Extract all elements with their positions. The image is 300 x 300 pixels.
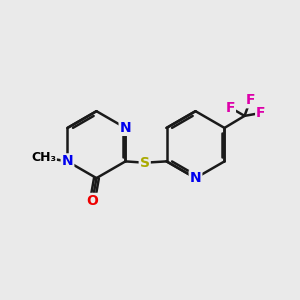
Text: O: O [86,194,98,208]
Text: N: N [190,171,201,185]
Text: F: F [225,100,235,115]
Text: F: F [245,93,255,107]
Text: F: F [256,106,266,120]
Text: N: N [120,121,131,135]
Text: CH₃: CH₃ [31,151,56,164]
Text: N: N [62,154,73,168]
Text: S: S [140,156,150,170]
